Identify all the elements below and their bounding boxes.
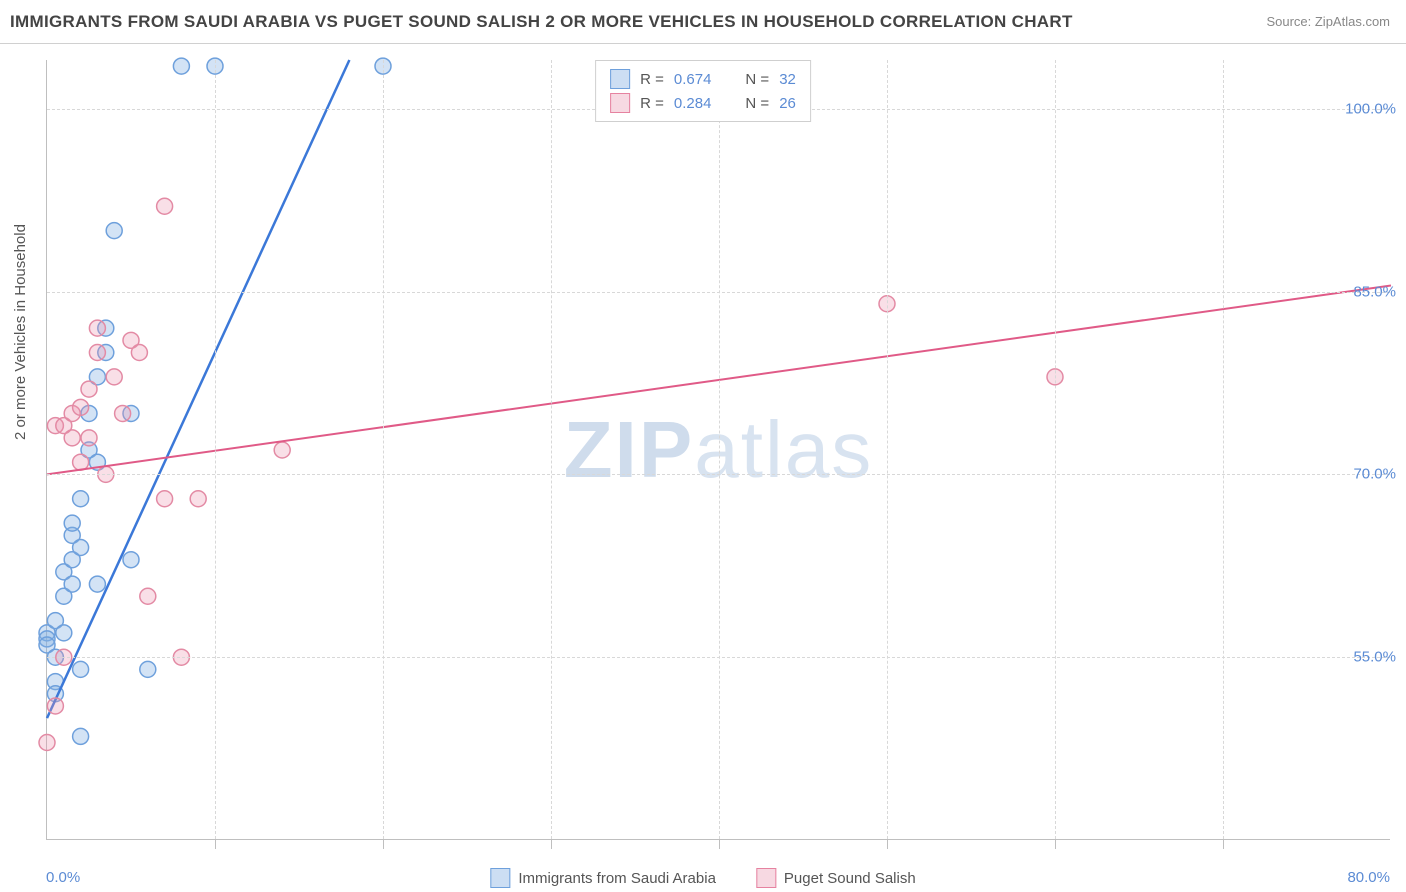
x-tick-min: 0.0% [46, 869, 80, 886]
data-point [106, 369, 122, 385]
data-point [64, 430, 80, 446]
data-point [73, 454, 89, 470]
title-bar: IMMIGRANTS FROM SAUDI ARABIA VS PUGET SO… [0, 0, 1406, 44]
data-point [89, 576, 105, 592]
legend-row: R = 0.284 N = 26 [610, 91, 796, 115]
x-tick-max: 80.0% [1347, 869, 1390, 886]
data-point [39, 735, 55, 751]
x-tick [1223, 839, 1224, 849]
data-point [274, 442, 290, 458]
legend-correlation: R = 0.674 N = 32 R = 0.284 N = 26 [595, 60, 811, 122]
data-point [73, 540, 89, 556]
legend-item: Puget Sound Salish [756, 868, 916, 888]
y-tick-label: 70.0% [1353, 466, 1396, 483]
source-label: Source: ZipAtlas.com [1266, 14, 1390, 29]
legend-swatch-icon [610, 93, 630, 113]
data-point [47, 698, 63, 714]
y-tick-label: 85.0% [1353, 283, 1396, 300]
data-point [157, 198, 173, 214]
data-point [173, 58, 189, 74]
r-label: R = [640, 71, 664, 88]
gridline-v [719, 60, 720, 839]
data-point [89, 320, 105, 336]
data-point [64, 515, 80, 531]
n-label: N = [745, 95, 769, 112]
data-point [73, 661, 89, 677]
y-tick-label: 100.0% [1345, 100, 1396, 117]
legend-swatch-icon [756, 868, 776, 888]
data-point [73, 491, 89, 507]
data-point [73, 728, 89, 744]
gridline-v [1223, 60, 1224, 839]
gridline-v [887, 60, 888, 839]
y-tick-label: 55.0% [1353, 649, 1396, 666]
data-point [157, 491, 173, 507]
data-point [123, 552, 139, 568]
legend-item: Immigrants from Saudi Arabia [490, 868, 716, 888]
gridline-v [551, 60, 552, 839]
gridline-v [383, 60, 384, 839]
x-tick [215, 839, 216, 849]
chart-title: IMMIGRANTS FROM SAUDI ARABIA VS PUGET SO… [10, 12, 1073, 32]
data-point [81, 381, 97, 397]
x-tick [551, 839, 552, 849]
data-point [190, 491, 206, 507]
gridline-v [1055, 60, 1056, 839]
x-tick [1055, 839, 1056, 849]
y-axis-label: 2 or more Vehicles in Household [12, 224, 29, 440]
data-point [56, 625, 72, 641]
x-tick [719, 839, 720, 849]
n-value: 26 [779, 95, 796, 112]
data-point [89, 345, 105, 361]
data-point [140, 588, 156, 604]
n-value: 32 [779, 71, 796, 88]
r-value: 0.284 [674, 95, 712, 112]
r-value: 0.674 [674, 71, 712, 88]
legend-row: R = 0.674 N = 32 [610, 67, 796, 91]
r-label: R = [640, 95, 664, 112]
legend-label: Puget Sound Salish [784, 870, 916, 887]
x-tick [887, 839, 888, 849]
data-point [64, 576, 80, 592]
data-point [73, 399, 89, 415]
n-label: N = [745, 71, 769, 88]
data-point [115, 405, 131, 421]
data-point [81, 430, 97, 446]
legend-series: Immigrants from Saudi Arabia Puget Sound … [490, 868, 915, 888]
x-tick [383, 839, 384, 849]
legend-swatch-icon [610, 69, 630, 89]
legend-label: Immigrants from Saudi Arabia [518, 870, 716, 887]
data-point [106, 223, 122, 239]
gridline-v [215, 60, 216, 839]
legend-swatch-icon [490, 868, 510, 888]
data-point [131, 345, 147, 361]
plot-area: ZIPatlas [46, 60, 1390, 840]
data-point [140, 661, 156, 677]
